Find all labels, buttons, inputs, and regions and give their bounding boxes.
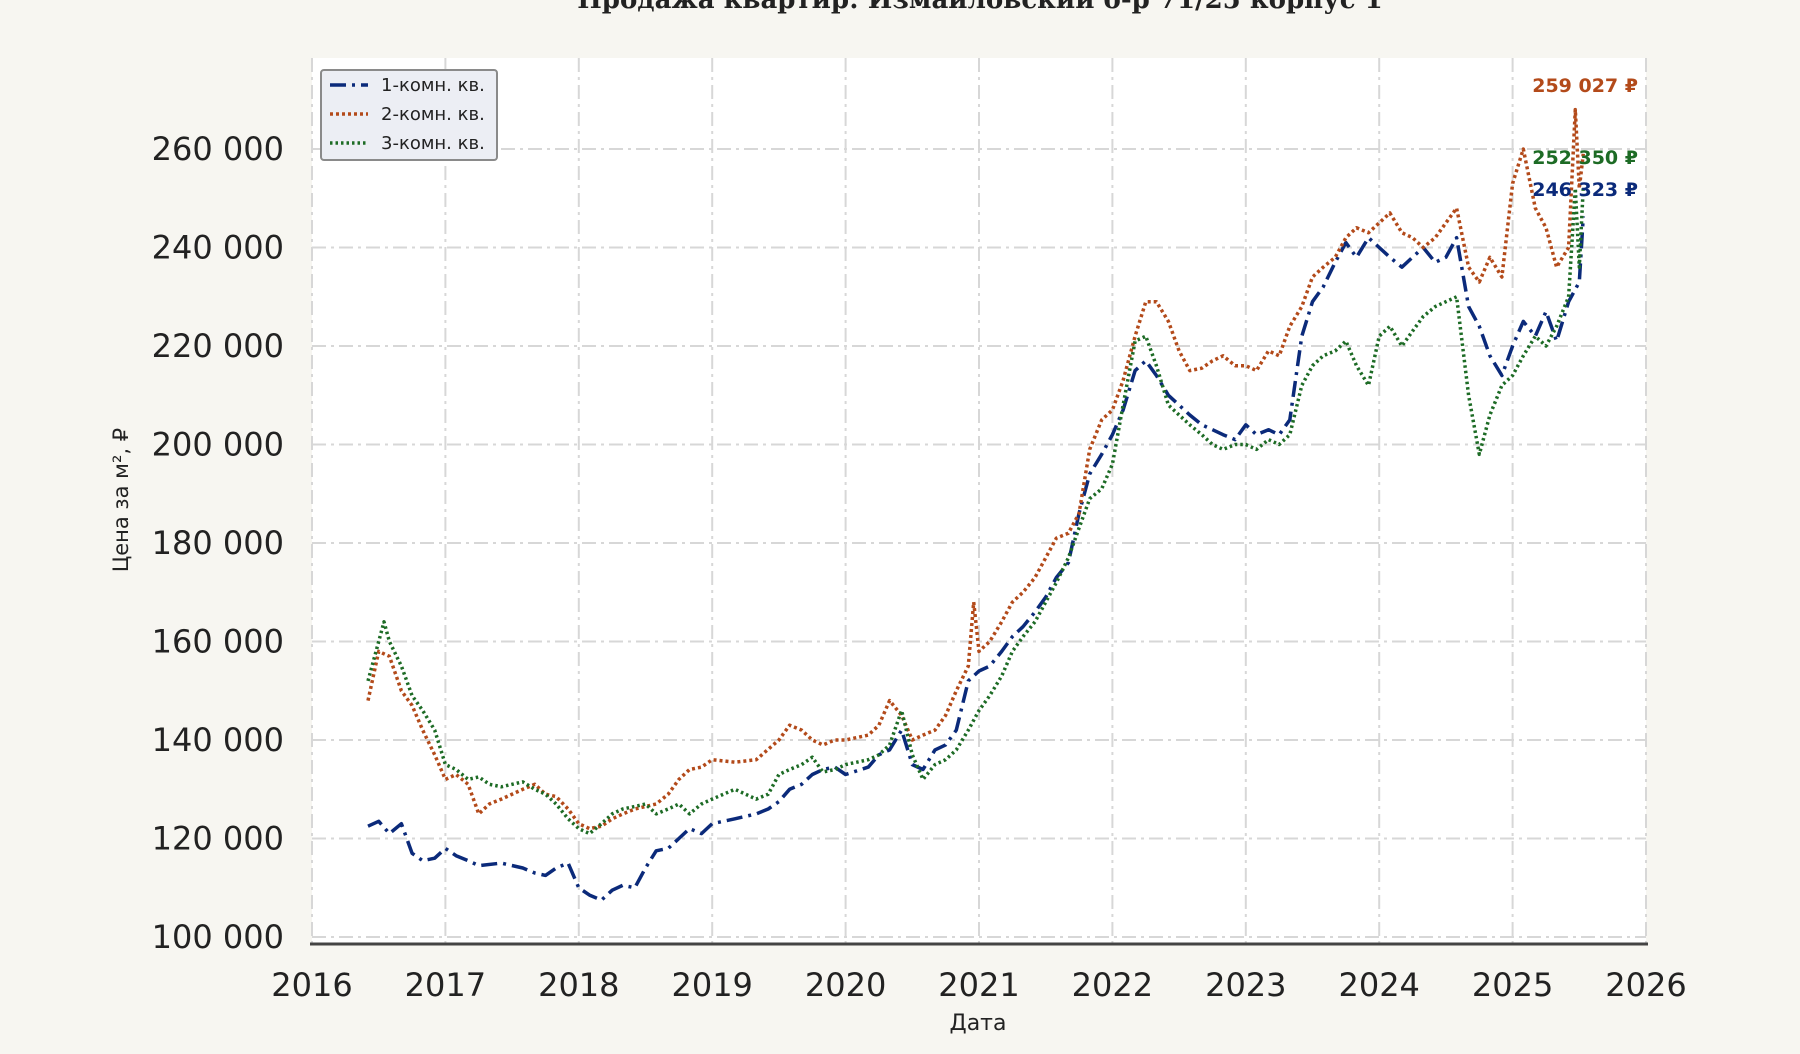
x-tick-label: 2016: [271, 966, 352, 1004]
chart-title: Продажа квартир: Измайловский б-р 71/25 …: [577, 0, 1383, 15]
x-tick-label: 2024: [1338, 966, 1419, 1004]
series-line-2-room: [366, 107, 1586, 831]
y-tick-label: 200 000: [152, 426, 284, 464]
x-tick-label: 2018: [538, 966, 619, 1004]
x-tick-label: 2025: [1472, 966, 1553, 1004]
y-tick-label: 140 000: [152, 721, 284, 759]
legend-label: 2-комн. кв.: [381, 104, 485, 125]
y-tick-label: 160 000: [152, 623, 284, 661]
series-lines: [366, 107, 1586, 902]
legend: 1-комн. кв. 2-комн. кв. 3-комн. кв.: [320, 69, 498, 161]
x-tick-label: 2019: [671, 966, 752, 1004]
x-tick-labels: 2016 2017 2018 2019 2020 2021 2022 2023 2024 2025…: [271, 966, 1686, 1004]
y-tick-label: 240 000: [152, 229, 284, 267]
legend-label: 1-комн. кв.: [381, 75, 485, 96]
end-value-labels: 246 323 ₽ 259 027 ₽ 252 350 ₽: [1532, 75, 1638, 201]
y-tick-label: 260 000: [152, 130, 284, 168]
end-value-label-1-room: 246 323 ₽: [1532, 179, 1638, 201]
legend-box: [320, 69, 498, 161]
y-tick-label: 100 000: [152, 918, 284, 956]
y-tick-label: 220 000: [152, 327, 284, 365]
series-line-3-room: [366, 186, 1586, 836]
y-axis-label: Цена за м², ₽: [109, 428, 133, 572]
x-tick-label: 2017: [405, 966, 486, 1004]
end-value-label-3-room: 252 350 ₽: [1532, 147, 1638, 169]
x-axis-label: Дата: [950, 1011, 1007, 1036]
series-line-1-room: [367, 216, 1586, 902]
x-tick-label: 2022: [1072, 966, 1153, 1004]
y-tick-labels: 100 000 120 000 140 000 160 000 180 000 200 0…: [152, 130, 284, 956]
end-value-label-2-room: 259 027 ₽: [1532, 75, 1638, 97]
x-tick-label: 2023: [1205, 966, 1286, 1004]
y-tick-label: 120 000: [152, 820, 284, 858]
x-tick-label: 2021: [938, 966, 1019, 1004]
x-tick-label: 2026: [1605, 966, 1686, 1004]
x-tick-label: 2020: [805, 966, 886, 1004]
legend-items: 1-комн. кв. 2-комн. кв. 3-комн. кв.: [330, 75, 485, 154]
y-tick-label: 180 000: [152, 524, 284, 562]
legend-label: 3-комн. кв.: [381, 133, 485, 154]
